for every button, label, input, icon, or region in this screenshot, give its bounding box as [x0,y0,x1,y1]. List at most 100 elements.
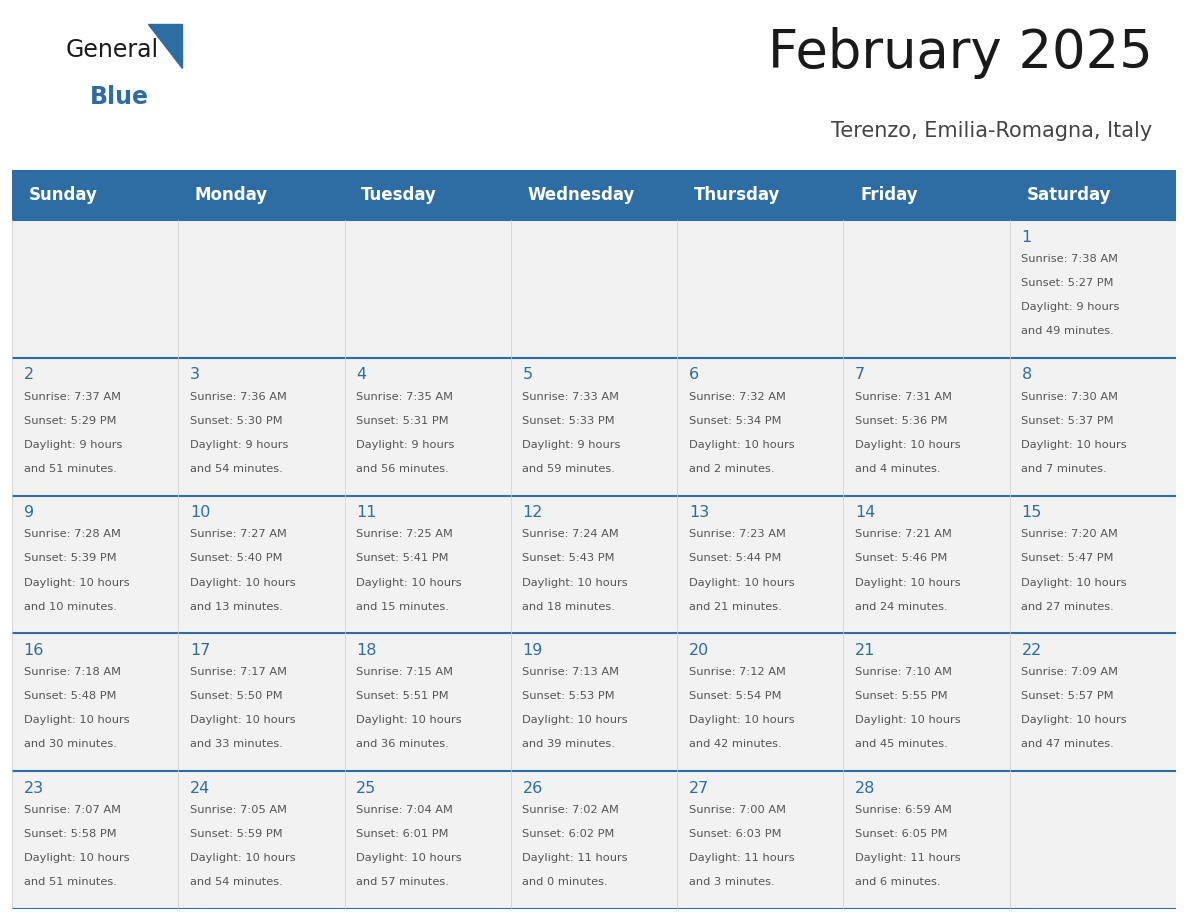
Polygon shape [147,24,182,68]
Text: and 54 minutes.: and 54 minutes. [190,877,283,887]
Text: Sunrise: 7:12 AM: Sunrise: 7:12 AM [689,667,785,677]
Text: Sunset: 5:58 PM: Sunset: 5:58 PM [24,829,116,839]
Text: Daylight: 9 hours: Daylight: 9 hours [24,440,122,450]
Text: Wednesday: Wednesday [527,186,634,204]
Bar [345,771,511,909]
Text: and 27 minutes.: and 27 minutes. [1022,601,1114,611]
Text: 28: 28 [855,780,876,796]
Text: Sunrise: 7:24 AM: Sunrise: 7:24 AM [523,530,619,539]
Bar [12,633,178,771]
Bar [178,358,345,496]
Bar [345,220,511,358]
Text: and 6 minutes.: and 6 minutes. [855,877,941,887]
Text: Sunset: 5:27 PM: Sunset: 5:27 PM [1022,278,1114,288]
Text: Sunset: 5:57 PM: Sunset: 5:57 PM [1022,691,1114,701]
Text: and 39 minutes.: and 39 minutes. [523,739,615,749]
Text: Sunset: 6:01 PM: Sunset: 6:01 PM [356,829,449,839]
Text: General: General [65,38,158,62]
Bar [677,220,843,358]
Bar [511,771,677,909]
Text: Sunrise: 7:09 AM: Sunrise: 7:09 AM [1022,667,1118,677]
Text: Sunrise: 7:00 AM: Sunrise: 7:00 AM [689,805,785,815]
Text: 1: 1 [1022,230,1031,245]
Text: Sunrise: 7:38 AM: Sunrise: 7:38 AM [1022,254,1118,263]
Text: 17: 17 [190,643,210,658]
Text: Daylight: 10 hours: Daylight: 10 hours [689,577,795,588]
Bar [511,496,677,633]
Text: Sunrise: 7:20 AM: Sunrise: 7:20 AM [1022,530,1118,539]
Bar [843,633,1010,771]
Text: and 2 minutes.: and 2 minutes. [689,464,775,474]
Text: and 3 minutes.: and 3 minutes. [689,877,775,887]
Text: and 24 minutes.: and 24 minutes. [855,601,948,611]
Bar [1010,771,1176,909]
Text: Sunset: 6:05 PM: Sunset: 6:05 PM [855,829,948,839]
Text: Daylight: 10 hours: Daylight: 10 hours [1022,577,1127,588]
Text: 6: 6 [689,367,699,383]
Text: and 56 minutes.: and 56 minutes. [356,464,449,474]
Text: Daylight: 10 hours: Daylight: 10 hours [24,715,129,725]
Text: Daylight: 10 hours: Daylight: 10 hours [523,577,628,588]
Text: Sunset: 5:41 PM: Sunset: 5:41 PM [356,554,449,564]
Bar [843,358,1010,496]
Text: Daylight: 10 hours: Daylight: 10 hours [855,715,961,725]
Text: 15: 15 [1022,505,1042,521]
Text: Sunrise: 7:15 AM: Sunrise: 7:15 AM [356,667,453,677]
Text: Sunset: 5:37 PM: Sunset: 5:37 PM [1022,416,1114,426]
Text: Terenzo, Emilia-Romagna, Italy: Terenzo, Emilia-Romagna, Italy [832,121,1152,140]
Text: Sunrise: 7:33 AM: Sunrise: 7:33 AM [523,392,619,401]
Text: Sunrise: 7:17 AM: Sunrise: 7:17 AM [190,667,286,677]
Text: and 47 minutes.: and 47 minutes. [1022,739,1114,749]
Bar [178,771,345,909]
Text: Daylight: 11 hours: Daylight: 11 hours [855,853,961,863]
Bar [12,496,178,633]
Text: Sunrise: 7:07 AM: Sunrise: 7:07 AM [24,805,120,815]
Text: and 57 minutes.: and 57 minutes. [356,877,449,887]
Bar [178,496,345,633]
Text: Sunrise: 7:35 AM: Sunrise: 7:35 AM [356,392,453,401]
Text: Blue: Blue [90,85,150,109]
Text: and 0 minutes.: and 0 minutes. [523,877,608,887]
Text: 4: 4 [356,367,366,383]
Text: Sunset: 5:33 PM: Sunset: 5:33 PM [523,416,615,426]
Text: Sunset: 5:36 PM: Sunset: 5:36 PM [855,416,948,426]
Text: Sunrise: 7:21 AM: Sunrise: 7:21 AM [855,530,952,539]
Bar [1010,358,1176,496]
Text: 2: 2 [24,367,33,383]
Text: and 42 minutes.: and 42 minutes. [689,739,782,749]
Bar [1010,496,1176,633]
Text: and 7 minutes.: and 7 minutes. [1022,464,1107,474]
Text: Daylight: 10 hours: Daylight: 10 hours [24,577,129,588]
Text: Sunrise: 7:05 AM: Sunrise: 7:05 AM [190,805,286,815]
Text: Daylight: 10 hours: Daylight: 10 hours [190,853,296,863]
Text: Sunset: 5:48 PM: Sunset: 5:48 PM [24,691,116,701]
Text: Monday: Monday [195,186,268,204]
Text: Sunrise: 7:25 AM: Sunrise: 7:25 AM [356,530,453,539]
Text: 16: 16 [24,643,44,658]
Text: Daylight: 10 hours: Daylight: 10 hours [689,715,795,725]
Text: Daylight: 11 hours: Daylight: 11 hours [523,853,628,863]
Text: Sunrise: 7:37 AM: Sunrise: 7:37 AM [24,392,120,401]
Text: Sunrise: 7:18 AM: Sunrise: 7:18 AM [24,667,120,677]
Bar [511,358,677,496]
Text: Sunset: 5:55 PM: Sunset: 5:55 PM [855,691,948,701]
Text: Sunrise: 7:28 AM: Sunrise: 7:28 AM [24,530,120,539]
Text: Daylight: 10 hours: Daylight: 10 hours [855,440,961,450]
Text: 25: 25 [356,780,377,796]
Text: Daylight: 10 hours: Daylight: 10 hours [356,715,462,725]
Text: Thursday: Thursday [694,186,781,204]
Bar [511,220,677,358]
Text: and 4 minutes.: and 4 minutes. [855,464,941,474]
Text: Sunset: 5:50 PM: Sunset: 5:50 PM [190,691,283,701]
Text: 23: 23 [24,780,44,796]
Text: Daylight: 9 hours: Daylight: 9 hours [1022,302,1120,312]
Text: Sunrise: 7:32 AM: Sunrise: 7:32 AM [689,392,785,401]
Text: 9: 9 [24,505,33,521]
Bar [1010,220,1176,358]
Text: Sunset: 5:30 PM: Sunset: 5:30 PM [190,416,283,426]
Bar [843,496,1010,633]
Text: Sunset: 5:53 PM: Sunset: 5:53 PM [523,691,615,701]
Bar [12,220,178,358]
Bar [178,633,345,771]
Text: 5: 5 [523,367,532,383]
